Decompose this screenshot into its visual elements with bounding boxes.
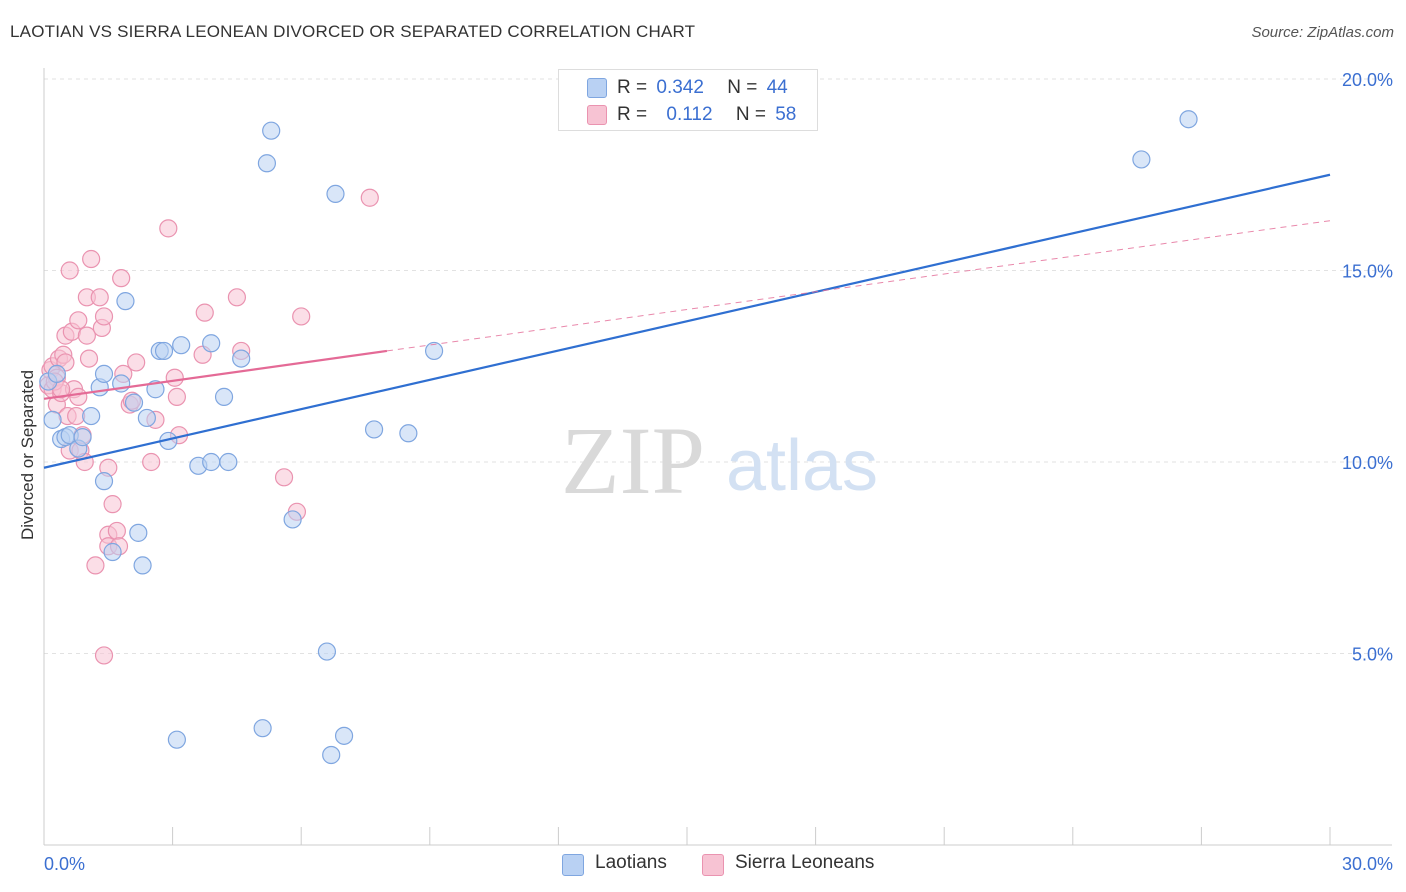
data-point-laotian [202, 452, 221, 472]
data-point-laotian [424, 341, 444, 361]
legend-r-label: R = [617, 104, 648, 125]
data-point-laotian [322, 745, 341, 765]
data-point-sierra-leonean [127, 353, 146, 372]
data-point-laotian [116, 292, 135, 311]
data-point-laotian [133, 556, 152, 575]
legend-r-value: 0.342 [656, 77, 704, 98]
swatch-laotians [562, 854, 584, 876]
y-tick-label: 10.0% [1342, 453, 1393, 473]
axes [43, 68, 1392, 846]
data-point-laotian [73, 428, 92, 447]
data-point-sierra-leonean [142, 452, 161, 472]
legend-swatch-blue [587, 78, 607, 98]
data-point-laotian [94, 472, 114, 491]
y-tick-label: 15.0% [1342, 262, 1393, 282]
legend-r-label: R = [617, 77, 648, 98]
legend-n-label: N = [727, 77, 758, 98]
data-point-laotian [172, 336, 191, 355]
data-point-laotian [94, 364, 114, 384]
data-point-laotian [262, 121, 281, 140]
grid-lines [44, 78, 1392, 654]
swatch-sierra-leoneans [702, 854, 724, 876]
data-point-sierra-leonean [227, 288, 246, 307]
data-point-sierra-leonean [90, 288, 109, 307]
data-point-sierra-leonean [165, 368, 184, 387]
data-point-laotian [146, 380, 165, 399]
data-point-sierra-leonean [94, 307, 114, 326]
data-point-laotian [214, 387, 234, 406]
data-point-laotian [283, 510, 302, 529]
data-point-sierra-leonean [195, 303, 214, 322]
data-point-sierra-leonean [292, 307, 311, 326]
data-point-sierra-leonean [167, 387, 186, 406]
data-point-laotian [103, 542, 122, 562]
trend-lines [43, 173, 1331, 469]
y-tick-label: 20.0% [1342, 70, 1393, 90]
legend-swatch-pink [587, 105, 607, 125]
data-point-laotian [364, 420, 384, 439]
tick-labels: 5.0% 10.0% 15.0% 20.0% 0.0% 30.0% [44, 70, 1393, 874]
bottom-legend-label: Laotians [595, 852, 667, 873]
data-point-sierra-leonean [103, 495, 122, 514]
data-point-laotian [232, 349, 251, 368]
watermark-zip: ZIP [561, 407, 705, 514]
legend-r-value: 0.112 [666, 104, 713, 125]
data-point-sierra-leonean [79, 349, 99, 368]
chart-title: LAOTIAN VS SIERRA LEONEAN DIVORCED OR SE… [10, 22, 696, 41]
x-tick-label: 30.0% [1342, 854, 1393, 874]
data-point-sierra-leonean [60, 261, 79, 280]
x-tick-label: 0.0% [44, 854, 85, 874]
data-point-sierra-leonean [69, 311, 88, 330]
source-label: Source: ZipAtlas.com [1251, 24, 1394, 41]
watermark-atlas: atlas [726, 426, 878, 506]
y-tick-label: 5.0% [1352, 645, 1393, 665]
data-point-laotian [167, 730, 186, 749]
data-point-laotian [129, 523, 148, 542]
data-point-laotian [317, 642, 337, 661]
series-sierra-leoneans [39, 188, 379, 665]
data-point-laotian [257, 154, 277, 173]
data-point-laotian [219, 452, 238, 472]
data-point-laotian [1132, 150, 1151, 169]
data-point-laotian [154, 341, 174, 361]
watermark: ZIP atlas [561, 407, 878, 514]
data-point-sierra-leonean [94, 646, 114, 665]
data-point-laotian [124, 393, 144, 412]
data-point-laotian [1179, 110, 1198, 129]
trend-line-laotians [43, 173, 1331, 469]
data-point-sierra-leonean [159, 219, 178, 238]
data-point-laotian [137, 408, 156, 428]
data-point-sierra-leonean [360, 188, 379, 207]
legend-n-label: N = [735, 104, 766, 125]
bottom-legend-label: Sierra Leoneans [735, 852, 875, 873]
data-point-laotian [82, 406, 101, 426]
correlation-legend: R = 0.342 N = 44 R = 0.112 N = 58 [558, 69, 818, 131]
data-point-laotian [47, 364, 66, 384]
legend-n-value: 58 [775, 104, 797, 125]
data-point-sierra-leonean [77, 326, 96, 345]
data-point-laotian [326, 184, 345, 203]
data-point-laotian [202, 334, 221, 353]
data-point-sierra-leonean [82, 249, 101, 269]
data-point-sierra-leonean [69, 387, 88, 406]
data-point-sierra-leonean [274, 468, 294, 487]
trend-line-sierra-leoneans [43, 349, 388, 400]
data-point-sierra-leonean [112, 269, 131, 288]
data-point-laotian [253, 719, 272, 738]
legend-n-value: 44 [766, 77, 788, 98]
data-point-laotian [399, 424, 418, 443]
data-point-sierra-leonean [107, 521, 126, 541]
trend-line-sierra-leoneans-extended [386, 220, 1331, 352]
data-point-laotian [334, 726, 354, 745]
data-point-laotian [43, 410, 62, 429]
y-axis-label: Divorced or Separated [18, 369, 37, 541]
data-point-sierra-leonean [86, 556, 105, 575]
